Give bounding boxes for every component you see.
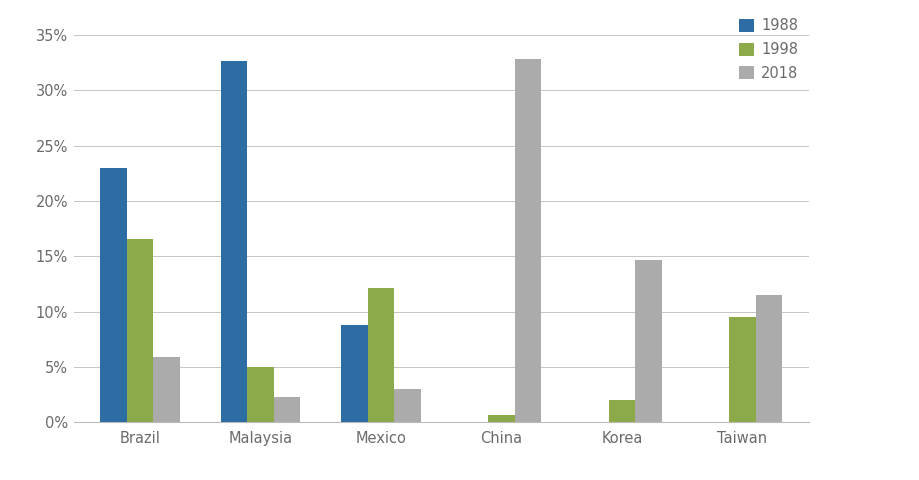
- Bar: [153, 357, 179, 422]
- Bar: [368, 288, 394, 422]
- Bar: [729, 317, 755, 422]
- Bar: [341, 325, 368, 422]
- Bar: [127, 239, 153, 422]
- Bar: [221, 60, 247, 422]
- Bar: [608, 400, 635, 422]
- Bar: [488, 415, 515, 422]
- Bar: [100, 168, 127, 422]
- Bar: [394, 389, 421, 422]
- Bar: [274, 397, 301, 422]
- Legend: 1988, 1998, 2018: 1988, 1998, 2018: [736, 15, 801, 84]
- Bar: [515, 60, 541, 422]
- Bar: [247, 367, 274, 422]
- Bar: [635, 260, 662, 422]
- Bar: [755, 295, 782, 422]
